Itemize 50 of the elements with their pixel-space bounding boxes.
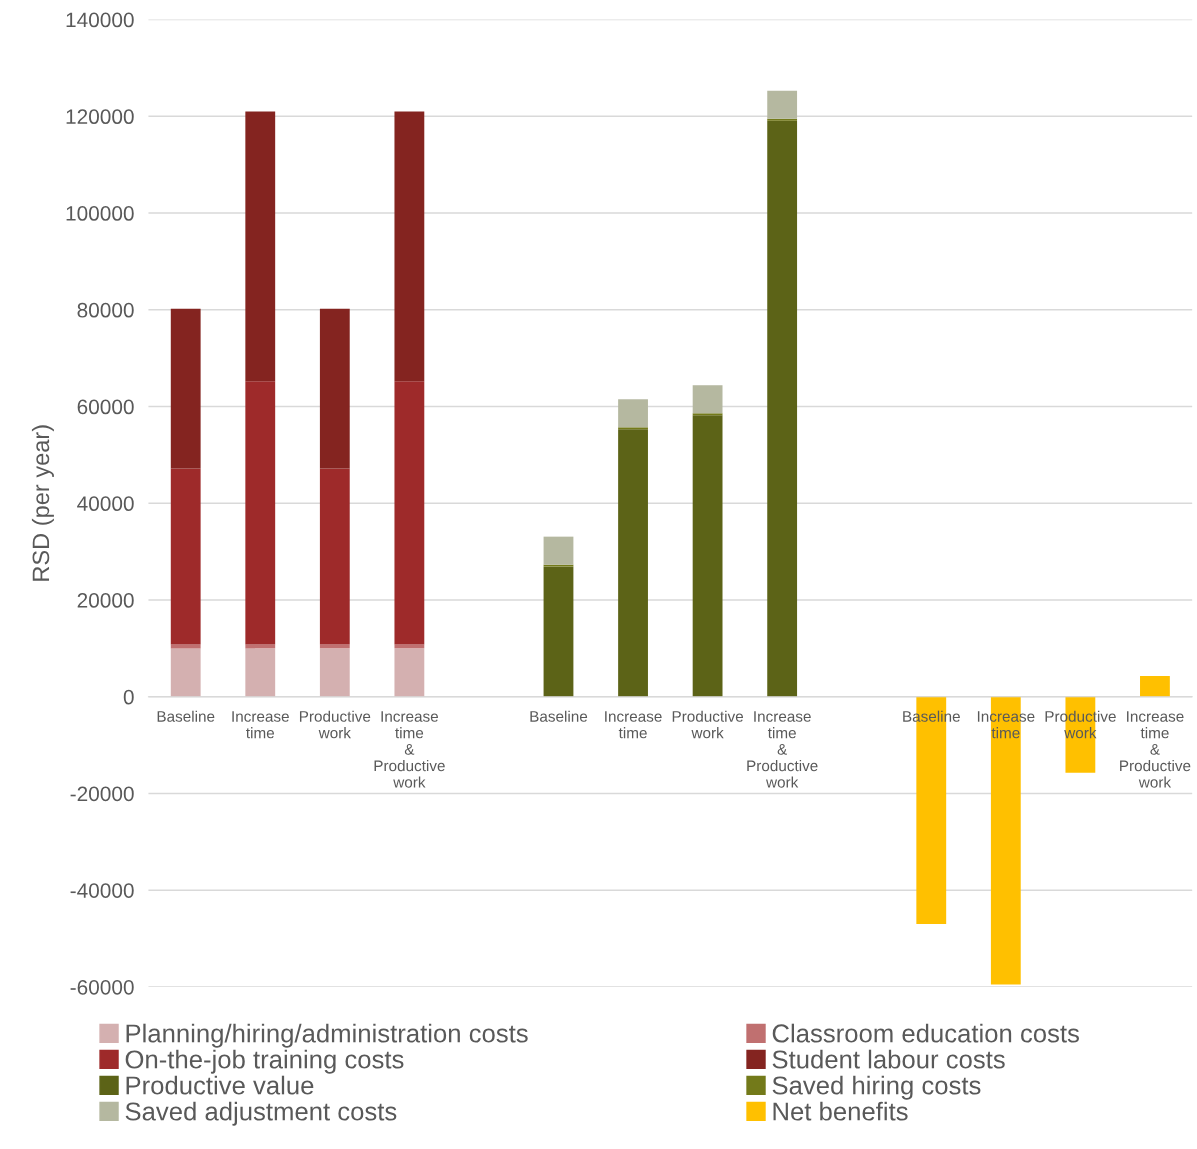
legend-label: Net benefits [773,1101,908,1121]
x-tick-label: Increase time & Productive work [374,711,445,788]
bar [319,308,350,469]
y-tick-label: -60000 [70,979,134,995]
x-tick-label: Productive work [299,710,371,739]
bar [170,648,201,697]
y-tick-label: 100000 [66,206,134,221]
x-tick-label: Baseline [157,710,215,722]
x-tick-label: Baseline [530,710,588,722]
y-axis-title: RSD (per year) [31,425,54,581]
legend-label: Saved adjustment costs [125,1101,397,1126]
legend-label: Student labour costs [772,1049,1005,1069]
y-tick-label: -40000 [70,883,134,898]
y-tick-label: 60000 [77,399,134,415]
legend-label: Classroom education costs [772,1023,1079,1043]
bar [692,385,723,414]
bar [543,536,574,565]
bar [245,381,276,645]
x-tick-label: Productive work [672,710,744,739]
bar [245,111,276,382]
legend-label: Planning/hiring/administration costs [126,1023,528,1048]
bar [767,90,798,119]
bar [170,468,201,645]
bar [543,566,574,697]
legend-label: On-the-job training costs [125,1049,404,1074]
y-tick-label: 0 [123,689,134,705]
y-tick-label: 120000 [66,109,134,125]
bar [170,308,201,469]
y-tick-label: 140000 [66,12,134,28]
y-tick-label: 20000 [77,593,134,608]
x-tick-label: Increase time & Productive work [747,711,818,788]
x-tick-label: Increase time [605,711,662,739]
y-tick-label: 80000 [77,302,134,318]
bar [394,648,425,697]
y-tick-label: -20000 [70,786,134,802]
bar [394,111,425,382]
x-tick-label: Increase time & Productive work [1120,711,1191,788]
bar [394,381,425,645]
bar [319,468,350,645]
bar [245,648,276,697]
bar [692,415,723,697]
y-tick-label: 40000 [77,496,134,512]
bar [319,648,350,697]
bar [1140,675,1170,697]
bar [618,399,648,428]
legend-label: Productive value [126,1075,314,1095]
x-tick-label: Increase time [232,711,289,739]
legend-label: Saved hiring costs [772,1075,981,1100]
bar [767,120,798,697]
bar [618,429,648,697]
